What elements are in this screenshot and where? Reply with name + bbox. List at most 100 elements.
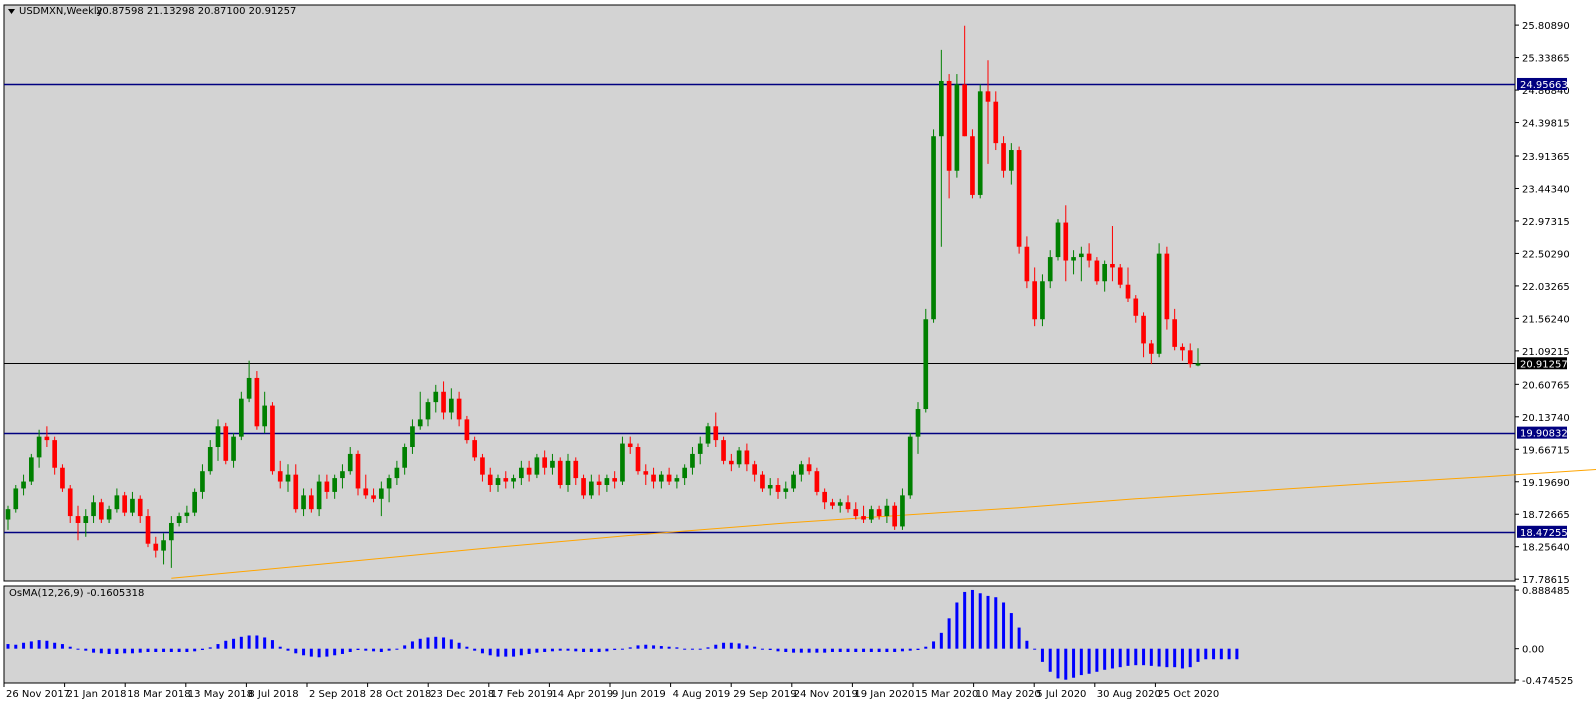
candle-body[interactable]	[36, 436, 42, 458]
candle-body[interactable]	[775, 485, 781, 492]
candle-body[interactable]	[161, 540, 166, 551]
candle-body[interactable]	[830, 502, 835, 506]
candle-body[interactable]	[1117, 267, 1123, 285]
candle-body[interactable]	[60, 467, 65, 489]
candle-body[interactable]	[627, 443, 633, 448]
candle-body[interactable]	[915, 409, 921, 437]
candle-body[interactable]	[145, 516, 151, 544]
candle-body[interactable]	[83, 516, 89, 523]
candle-body[interactable]	[262, 405, 267, 427]
candle-body[interactable]	[1149, 343, 1154, 354]
candle-body[interactable]	[456, 398, 462, 420]
candle-body[interactable]	[612, 478, 617, 482]
candle-body[interactable]	[853, 509, 859, 517]
candle-body[interactable]	[200, 471, 205, 492]
candle-body[interactable]	[1024, 246, 1030, 282]
candle-body[interactable]	[1133, 298, 1139, 316]
candle-body[interactable]	[316, 481, 322, 510]
candle-body[interactable]	[309, 495, 314, 510]
osma-plot-area[interactable]	[3, 585, 1516, 684]
candle-body[interactable]	[604, 478, 610, 485]
candle-body[interactable]	[837, 502, 843, 506]
candle-body[interactable]	[511, 478, 516, 482]
candle-body[interactable]	[643, 471, 649, 475]
candle-body[interactable]	[1016, 150, 1022, 247]
candle-body[interactable]	[573, 460, 579, 479]
candle-body[interactable]	[635, 447, 641, 472]
candle-body[interactable]	[760, 474, 765, 489]
candle-body[interactable]	[223, 426, 229, 461]
candle-body[interactable]	[697, 443, 703, 454]
candle-body[interactable]	[666, 474, 672, 482]
candle-body[interactable]	[75, 516, 81, 523]
candle-body[interactable]	[596, 481, 602, 485]
candle-body[interactable]	[52, 440, 57, 468]
candle-body[interactable]	[13, 488, 19, 510]
candle-body[interactable]	[21, 481, 26, 489]
candle-body[interactable]	[1110, 263, 1115, 268]
candle-body[interactable]	[620, 443, 625, 482]
candle-body[interactable]	[99, 502, 104, 520]
candle-body[interactable]	[869, 509, 874, 520]
candle-body[interactable]	[939, 80, 944, 137]
candle-body[interactable]	[1180, 346, 1185, 351]
candle-body[interactable]	[907, 436, 913, 496]
candle-body[interactable]	[464, 419, 470, 441]
candle-body[interactable]	[67, 488, 73, 517]
candle-body[interactable]	[931, 136, 936, 320]
candle-body[interactable]	[581, 478, 586, 496]
candle-body[interactable]	[1079, 253, 1084, 258]
candle-body[interactable]	[239, 398, 244, 437]
candle-body[interactable]	[954, 84, 960, 171]
candle-body[interactable]	[589, 481, 594, 496]
candle-body[interactable]	[534, 457, 540, 475]
candle-body[interactable]	[480, 457, 485, 475]
candle-body[interactable]	[285, 474, 291, 482]
candle-body[interactable]	[394, 467, 400, 479]
candle-body[interactable]	[1172, 319, 1177, 347]
candle-body[interactable]	[503, 478, 509, 482]
candle-body[interactable]	[91, 502, 96, 517]
candle-body[interactable]	[1164, 253, 1170, 320]
candle-body[interactable]	[355, 453, 361, 489]
candle-body[interactable]	[690, 453, 695, 468]
candle-body[interactable]	[791, 474, 796, 489]
candle-body[interactable]	[340, 471, 345, 479]
candle-body[interactable]	[379, 488, 384, 499]
candle-body[interactable]	[114, 495, 120, 510]
candle-body[interactable]	[402, 447, 407, 468]
candle-body[interactable]	[729, 460, 734, 465]
candle-body[interactable]	[1086, 253, 1092, 261]
candle-body[interactable]	[29, 457, 34, 482]
candle-body[interactable]	[192, 491, 197, 513]
candle-body[interactable]	[1032, 281, 1037, 320]
candle-body[interactable]	[884, 505, 890, 517]
candle-body[interactable]	[962, 84, 967, 137]
candle-body[interactable]	[1063, 222, 1069, 261]
candle-body[interactable]	[892, 505, 897, 527]
candle-body[interactable]	[845, 502, 851, 510]
candle-body[interactable]	[215, 426, 221, 448]
candle-body[interactable]	[946, 80, 952, 171]
candle-body[interactable]	[231, 436, 236, 461]
candle-body[interactable]	[293, 474, 299, 510]
candle-body[interactable]	[1001, 143, 1006, 171]
candle-body[interactable]	[137, 498, 143, 517]
candle-body[interactable]	[44, 436, 50, 441]
candle-body[interactable]	[557, 460, 563, 485]
candle-body[interactable]	[106, 509, 112, 520]
candle-body[interactable]	[923, 319, 929, 410]
candle-body[interactable]	[176, 516, 182, 523]
candle-body[interactable]	[254, 377, 260, 427]
candle-body[interactable]	[472, 440, 477, 458]
candle-body[interactable]	[169, 522, 174, 541]
candle-body[interactable]	[301, 495, 306, 510]
candle-body[interactable]	[822, 491, 827, 503]
candle-body[interactable]	[659, 474, 664, 482]
candle-body[interactable]	[246, 377, 252, 399]
chart-menu-triangle-icon[interactable]	[8, 9, 15, 14]
candle-body[interactable]	[5, 509, 11, 520]
candle-body[interactable]	[441, 391, 446, 413]
